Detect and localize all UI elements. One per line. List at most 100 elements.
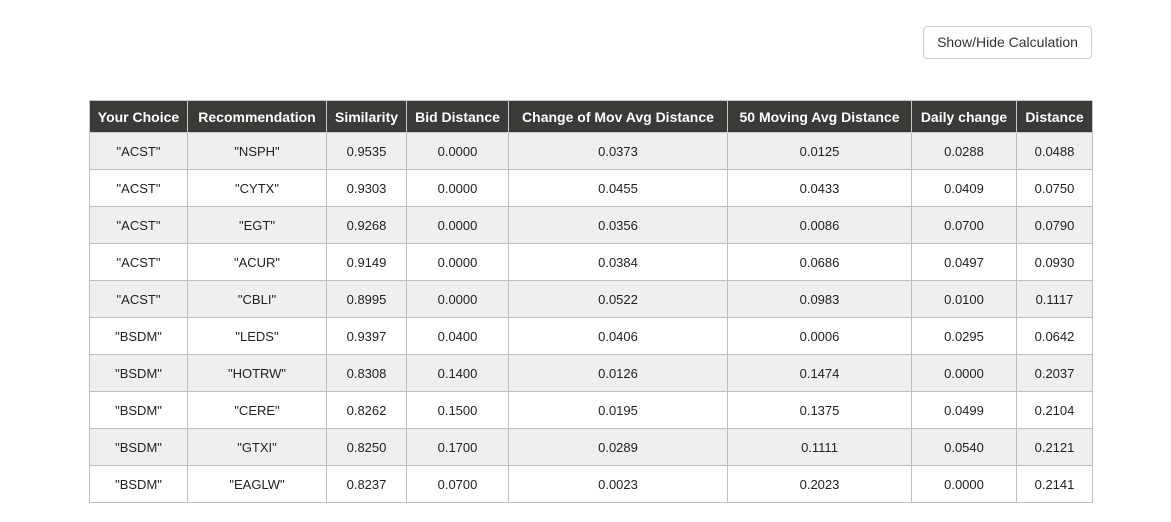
- recommendation-cell: "GTXI": [187, 428, 327, 466]
- bid-distance-cell: 0.0400: [406, 317, 509, 355]
- distance-cell: 0.2037: [1016, 354, 1093, 392]
- bid-distance-cell: 0.1400: [406, 354, 509, 392]
- change-of-mov-avg-distance-cell: 0.0195: [508, 391, 728, 429]
- show-hide-calculation-button[interactable]: Show/Hide Calculation: [923, 26, 1092, 59]
- column-header-similarity: Similarity: [326, 100, 407, 133]
- your-choice-cell: "BSDM": [89, 465, 188, 503]
- change-of-mov-avg-distance-cell: 0.0023: [508, 465, 728, 503]
- column-header-your-choice: Your Choice: [89, 100, 188, 133]
- table-row: "ACST" "ACUR" 0.9149 0.0000 0.0384 0.0686 0.04…: [89, 243, 1093, 281]
- distance-cell: 0.0488: [1016, 132, 1093, 170]
- your-choice-cell: "ACST": [89, 280, 188, 318]
- daily-change-cell: 0.0497: [911, 243, 1017, 281]
- daily-change-cell: 0.0288: [911, 132, 1017, 170]
- column-header-recommendation: Recommendation: [187, 100, 327, 133]
- moving-avg-distance-cell: 0.1474: [727, 354, 912, 392]
- daily-change-cell: 0.0499: [911, 391, 1017, 429]
- similarity-cell: 0.8237: [326, 465, 407, 503]
- bid-distance-cell: 0.0700: [406, 465, 509, 503]
- table-row: "BSDM" "HOTRW" 0.8308 0.1400 0.0126 0.1474 0.0…: [89, 354, 1093, 392]
- distance-cell: 0.0750: [1016, 169, 1093, 207]
- moving-avg-distance-cell: 0.0686: [727, 243, 912, 281]
- bid-distance-cell: 0.0000: [406, 169, 509, 207]
- daily-change-cell: 0.0100: [911, 280, 1017, 318]
- daily-change-cell: 0.0540: [911, 428, 1017, 466]
- table-row: "ACST" "NSPH" 0.9535 0.0000 0.0373 0.0125 0.02…: [89, 132, 1093, 170]
- column-header-50-moving-avg-distance: 50 Moving Avg Distance: [727, 100, 912, 133]
- recommendation-cell: "CERE": [187, 391, 327, 429]
- recommendation-table: Your Choice Recommendation Similarity Bid D…: [89, 100, 1093, 503]
- table-row: "ACST" "EGT" 0.9268 0.0000 0.0356 0.0086 0.070…: [89, 206, 1093, 244]
- bid-distance-cell: 0.0000: [406, 132, 509, 170]
- similarity-cell: 0.9303: [326, 169, 407, 207]
- recommendation-cell: "LEDS": [187, 317, 327, 355]
- distance-cell: 0.1117: [1016, 280, 1093, 318]
- your-choice-cell: "ACST": [89, 243, 188, 281]
- recommendation-cell: "CBLI": [187, 280, 327, 318]
- distance-cell: 0.2141: [1016, 465, 1093, 503]
- moving-avg-distance-cell: 0.2023: [727, 465, 912, 503]
- table-row: "ACST" "CYTX" 0.9303 0.0000 0.0455 0.0433 0.04…: [89, 169, 1093, 207]
- change-of-mov-avg-distance-cell: 0.0373: [508, 132, 728, 170]
- table-row: "BSDM" "CERE" 0.8262 0.1500 0.0195 0.1375 0.04…: [89, 391, 1093, 429]
- distance-cell: 0.2104: [1016, 391, 1093, 429]
- bid-distance-cell: 0.0000: [406, 206, 509, 244]
- change-of-mov-avg-distance-cell: 0.0384: [508, 243, 728, 281]
- distance-cell: 0.0930: [1016, 243, 1093, 281]
- daily-change-cell: 0.0000: [911, 465, 1017, 503]
- table-row: "BSDM" "GTXI" 0.8250 0.1700 0.0289 0.1111 0.05…: [89, 428, 1093, 466]
- bid-distance-cell: 0.1700: [406, 428, 509, 466]
- your-choice-cell: "ACST": [89, 206, 188, 244]
- change-of-mov-avg-distance-cell: 0.0455: [508, 169, 728, 207]
- moving-avg-distance-cell: 0.0006: [727, 317, 912, 355]
- bid-distance-cell: 0.1500: [406, 391, 509, 429]
- table-body: "ACST" "NSPH" 0.9535 0.0000 0.0373 0.0125 0.02…: [89, 132, 1093, 503]
- similarity-cell: 0.9268: [326, 206, 407, 244]
- similarity-cell: 0.9397: [326, 317, 407, 355]
- moving-avg-distance-cell: 0.0086: [727, 206, 912, 244]
- your-choice-cell: "ACST": [89, 132, 188, 170]
- change-of-mov-avg-distance-cell: 0.0289: [508, 428, 728, 466]
- your-choice-cell: "ACST": [89, 169, 188, 207]
- daily-change-cell: 0.0000: [911, 354, 1017, 392]
- change-of-mov-avg-distance-cell: 0.0126: [508, 354, 728, 392]
- similarity-cell: 0.9149: [326, 243, 407, 281]
- your-choice-cell: "BSDM": [89, 391, 188, 429]
- similarity-cell: 0.9535: [326, 132, 407, 170]
- similarity-cell: 0.8262: [326, 391, 407, 429]
- moving-avg-distance-cell: 0.0125: [727, 132, 912, 170]
- moving-avg-distance-cell: 0.1375: [727, 391, 912, 429]
- recommendation-cell: "EAGLW": [187, 465, 327, 503]
- recommendation-cell: "HOTRW": [187, 354, 327, 392]
- your-choice-cell: "BSDM": [89, 428, 188, 466]
- recommendation-cell: "EGT": [187, 206, 327, 244]
- your-choice-cell: "BSDM": [89, 317, 188, 355]
- moving-avg-distance-cell: 0.1111: [727, 428, 912, 466]
- column-header-change-of-mov-avg-distance: Change of Mov Avg Distance: [508, 100, 728, 133]
- column-header-distance: Distance: [1016, 100, 1093, 133]
- distance-cell: 0.2121: [1016, 428, 1093, 466]
- change-of-mov-avg-distance-cell: 0.0356: [508, 206, 728, 244]
- bid-distance-cell: 0.0000: [406, 243, 509, 281]
- daily-change-cell: 0.0409: [911, 169, 1017, 207]
- change-of-mov-avg-distance-cell: 0.0522: [508, 280, 728, 318]
- your-choice-cell: "BSDM": [89, 354, 188, 392]
- distance-cell: 0.0790: [1016, 206, 1093, 244]
- table-row: "ACST" "CBLI" 0.8995 0.0000 0.0522 0.0983 0.01…: [89, 280, 1093, 318]
- similarity-cell: 0.8250: [326, 428, 407, 466]
- column-header-bid-distance: Bid Distance: [406, 100, 509, 133]
- recommendation-cell: "ACUR": [187, 243, 327, 281]
- table-row: "BSDM" "EAGLW" 0.8237 0.0700 0.0023 0.2023 0.0…: [89, 465, 1093, 503]
- table-row: "BSDM" "LEDS" 0.9397 0.0400 0.0406 0.0006 0.02…: [89, 317, 1093, 355]
- table-header-row: Your Choice Recommendation Similarity Bid D…: [89, 100, 1093, 133]
- moving-avg-distance-cell: 0.0433: [727, 169, 912, 207]
- daily-change-cell: 0.0295: [911, 317, 1017, 355]
- bid-distance-cell: 0.0000: [406, 280, 509, 318]
- daily-change-cell: 0.0700: [911, 206, 1017, 244]
- distance-cell: 0.0642: [1016, 317, 1093, 355]
- recommendation-cell: "NSPH": [187, 132, 327, 170]
- similarity-cell: 0.8995: [326, 280, 407, 318]
- recommendation-cell: "CYTX": [187, 169, 327, 207]
- column-header-daily-change: Daily change: [911, 100, 1017, 133]
